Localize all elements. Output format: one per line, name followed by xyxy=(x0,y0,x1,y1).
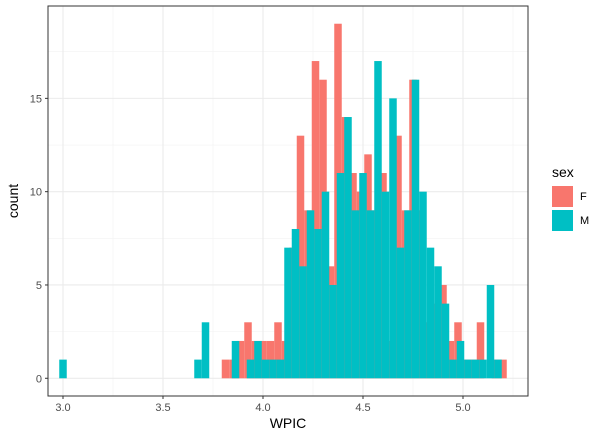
bar-m xyxy=(314,228,322,379)
bar-f xyxy=(499,359,507,379)
bar-m xyxy=(336,173,345,379)
bar-m xyxy=(449,359,457,379)
bar-m xyxy=(284,247,292,379)
bar-m xyxy=(254,340,262,379)
x-tick-label: 3.0 xyxy=(55,402,70,414)
bar-m xyxy=(321,191,330,379)
bar-m xyxy=(201,322,210,379)
bar-m xyxy=(306,210,315,379)
bar-m xyxy=(194,359,202,379)
bar-m xyxy=(471,359,480,379)
legend-label-m: M xyxy=(580,215,589,227)
bar-m xyxy=(276,359,285,379)
bar-m xyxy=(419,191,427,379)
y-tick-label: 0 xyxy=(36,373,42,385)
bar-m xyxy=(486,284,495,379)
x-tick-label: 4.0 xyxy=(255,402,270,414)
bar-f xyxy=(311,61,320,379)
bar-f xyxy=(244,322,252,379)
x-tick-label: 3.5 xyxy=(155,402,170,414)
bar-f xyxy=(221,359,230,379)
legend: sex F M xyxy=(552,164,589,231)
x-tick-label: 4.5 xyxy=(355,402,370,414)
legend-key-m xyxy=(552,210,573,231)
x-tick-label: 5.0 xyxy=(455,402,470,414)
panel-border xyxy=(47,5,529,397)
legend-label-f: F xyxy=(580,191,587,203)
bar-m xyxy=(441,303,450,379)
bar-m xyxy=(59,359,67,379)
bar-m xyxy=(426,247,435,379)
bar-m xyxy=(434,266,442,379)
bar-m xyxy=(381,191,390,379)
bar-m xyxy=(261,359,270,379)
y-tick-label: 15 xyxy=(30,93,42,105)
y-axis: 0 5 10 15 xyxy=(30,93,48,385)
y-tick-label: 5 xyxy=(36,280,42,292)
legend-key-f xyxy=(552,186,573,207)
x-axis: 3.0 3.5 4.0 4.5 5.0 xyxy=(55,396,471,414)
bar-m xyxy=(396,247,405,379)
bar-m xyxy=(494,359,502,379)
bar-m xyxy=(456,340,465,379)
y-tick-label: 10 xyxy=(30,187,42,199)
y-axis-title: count xyxy=(5,184,21,218)
bar-m xyxy=(351,210,360,379)
bar-m xyxy=(231,340,240,379)
bar-m xyxy=(329,284,337,379)
bar-m xyxy=(411,79,420,379)
bars xyxy=(59,23,507,379)
legend-title: sex xyxy=(552,164,574,180)
bar-m xyxy=(246,359,255,379)
bar-f xyxy=(274,322,282,379)
bar-m xyxy=(299,266,307,379)
bar-f xyxy=(296,135,305,379)
bar-m xyxy=(479,359,487,379)
bar-m xyxy=(366,210,375,379)
bar-m xyxy=(344,117,352,379)
bar-f xyxy=(236,340,245,379)
bar-m xyxy=(359,173,367,379)
bar-m xyxy=(389,98,397,379)
bar-m xyxy=(291,228,300,379)
bar-f xyxy=(476,322,485,379)
bar-m xyxy=(404,210,412,379)
bar-m xyxy=(269,359,277,379)
bar-m xyxy=(374,61,382,379)
x-axis-title: WPIC xyxy=(270,415,307,431)
bar-m xyxy=(464,359,472,379)
